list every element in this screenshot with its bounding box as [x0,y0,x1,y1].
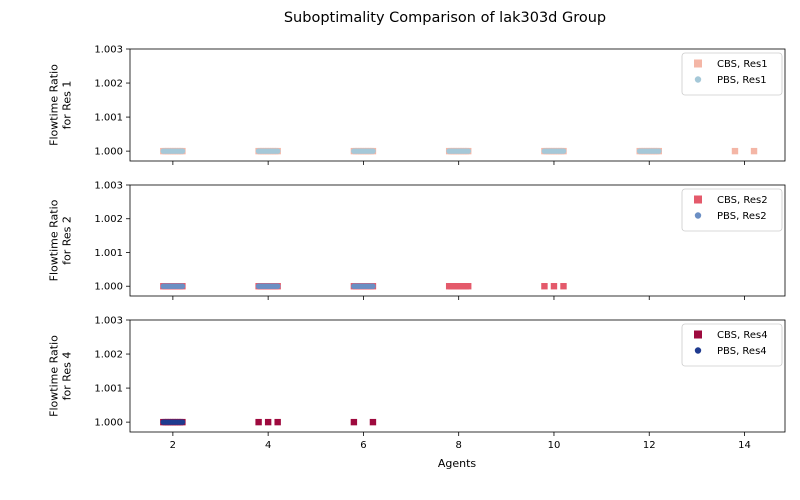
y-tick-label: 1.000 [94,147,123,158]
legend-marker [694,330,702,339]
data-point [274,418,281,426]
legend: CBS, Res1 PBS, Res1 [681,52,783,96]
y-axis-label: Flowtime Ratiofor Res 2 [48,199,74,281]
data-point [370,148,376,154]
y-tick-label: 1.001 [94,384,123,395]
data-point [370,283,376,290]
data-point [179,148,186,154]
series-cbs-res4 [160,418,377,426]
data-point [465,148,472,154]
data-point [264,418,272,426]
data-point [369,418,377,426]
panels: 1.000 1.001 1.002 1.003 Flowtime Ratiofor Re… [48,45,786,451]
legend-box [681,52,783,96]
y-tick-label: 1.002 [94,79,123,90]
legend-label: PBS, Res2 [717,211,767,222]
panel-2: 1.000 1.001 1.002 1.003 Flowtime Ratiofor Re… [48,181,786,300]
plot-frame [129,48,786,162]
legend-box [681,323,783,367]
x-tick-label: 2 [170,440,176,451]
data-point [465,283,472,290]
legend-marker [694,195,702,204]
legend: CBS, Res2 PBS, Res2 [681,188,783,232]
y-axis-label: Flowtime Ratiofor Res 1 [48,64,74,146]
y-tick-label: 1.002 [94,214,123,225]
y-tick-label: 1.003 [94,45,123,56]
x-tick-label: 4 [265,440,271,451]
data-point [550,283,558,290]
y-tick-label: 1.001 [94,248,123,259]
y-tick-label: 1.003 [94,181,123,192]
y-tick-label: 1.001 [94,113,123,124]
y-axis-label: Flowtime Ratiofor Res 4 [48,335,74,417]
x-tick-label: 12 [643,440,656,451]
legend-label: PBS, Res4 [717,346,767,357]
data-point [750,147,758,155]
data-point [274,283,281,290]
x-tick-label: 8 [456,440,462,451]
y-tick-label: 1.003 [94,316,123,327]
data-point [350,418,358,426]
x-tick-label: 6 [360,440,366,451]
series-pbs-res1 [160,148,662,154]
data-point [560,148,567,154]
chart-title: Suboptimality Comparison of lak303d Grou… [284,10,606,26]
data-point [179,419,186,425]
panel-3: 1.000 1.001 1.002 1.003 2 4 6 8 10 12 14 Flowtime R… [48,316,786,451]
legend-label: PBS, Res1 [717,75,767,86]
y-tick-label: 1.000 [94,418,123,429]
data-point [179,283,186,290]
series-pbs-res4 [160,419,186,425]
data-point [274,148,281,154]
legend-label: CBS, Res2 [717,195,768,206]
plot-frame [129,184,786,297]
legend-label: CBS, Res1 [717,59,768,70]
series-pbs-res2 [160,283,376,290]
panel-1: 1.000 1.001 1.002 1.003 Flowtime Ratiofor Re… [48,45,786,165]
data-point [655,148,662,154]
x-axis-label: Agents [438,457,477,470]
data-point [541,283,548,290]
plot-frame [129,319,786,433]
legend: CBS, Res4 PBS, Res4 [681,323,783,367]
legend-box [681,188,783,232]
y-tick-label: 1.002 [94,350,123,361]
data-point [731,147,739,155]
legend-label: CBS, Res4 [717,330,768,341]
legend-marker [694,212,702,219]
legend-marker [694,347,702,354]
y-tick-label: 1.000 [94,282,123,293]
data-point [255,418,262,426]
legend-marker [694,59,702,68]
x-tick-label: 10 [548,440,561,451]
legend-marker [694,76,702,83]
x-tick-label: 14 [738,440,751,451]
data-point [560,283,567,290]
